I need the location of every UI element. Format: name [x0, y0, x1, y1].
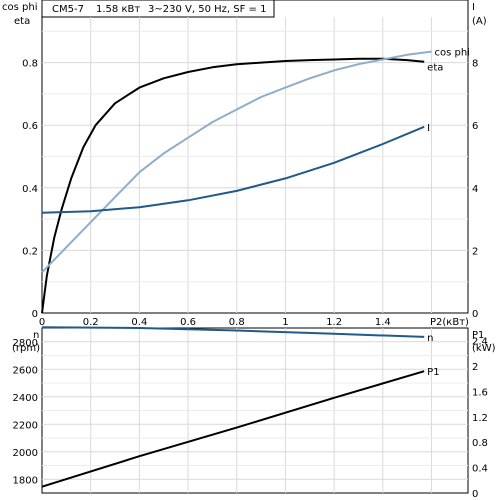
left-tick-label: 0.8	[22, 59, 38, 70]
right-tick-label: 1.2	[472, 413, 488, 424]
right-tick-label: 2	[472, 362, 478, 373]
top-panel-grid	[42, 17, 468, 313]
x-tick-label: 0.2	[83, 317, 99, 328]
bottom-panel-series: n P1	[41, 326, 440, 488]
left-tick-label: 2000	[13, 448, 38, 459]
left-tick-label: 0.6	[22, 121, 38, 132]
left-tick-label: 0	[32, 309, 38, 320]
top-panel-tick-labels: 0 0.2 0.4 0.6 0.8 0 2 4 6 8 0 0.2 0.4 0.6 0.8 1 1.2 1.4	[22, 59, 478, 328]
bottom-left-axis-label-unit: (rpm)	[12, 343, 40, 354]
series-label-n: n	[427, 333, 433, 344]
top-left-axis-label-eta: eta	[14, 16, 30, 27]
top-left-axis-label-cos-phi: cos phi	[2, 2, 37, 13]
top-panel-series: eta cos phi I	[41, 48, 470, 314]
right-tick-label: 0.4	[472, 464, 488, 475]
x-tick-label: 1.2	[326, 317, 342, 328]
right-tick-label: 0.8	[472, 438, 488, 449]
series-line-i	[41, 125, 425, 214]
left-tick-label: 2200	[13, 420, 38, 431]
left-tick-label: 0.4	[22, 184, 38, 195]
right-tick-label: 8	[472, 59, 478, 70]
left-tick-label: 1800	[13, 475, 38, 486]
header-box	[41, 0, 275, 18]
bottom-panel-grid	[42, 328, 468, 493]
header-supply: 3~230 V, 50 Hz, SF = 1	[148, 4, 266, 15]
left-tick-label: 0.2	[22, 246, 38, 257]
x-tick-label: 0	[39, 317, 45, 328]
series-line-p1	[41, 370, 425, 488]
right-tick-label: 2.4	[472, 337, 488, 348]
series-line-n	[41, 326, 425, 338]
bottom-panel-tick-labels: 1800 2000 2200 2400 2600 2800 0 0.4 0.8 1.2 1.6 2 2.…	[13, 337, 488, 500]
x-tick-label: 0.4	[131, 317, 147, 328]
series-label-p1: P1	[427, 367, 439, 378]
series-line-eta	[41, 57, 425, 314]
series-label-eta: eta	[427, 63, 443, 74]
series-line-cos-phi	[41, 50, 432, 273]
x-tick-label: 1.4	[375, 317, 391, 328]
left-tick-label: 2800	[13, 338, 38, 349]
x-tick-label: 0.8	[229, 317, 245, 328]
right-tick-label: 4	[472, 184, 478, 195]
x-axis-label: P2(кВт)	[430, 317, 469, 328]
header-model: CM5-7	[52, 4, 84, 15]
left-tick-label: 2400	[13, 393, 38, 404]
x-tick-label: 1	[282, 317, 288, 328]
header-power: 1.58 кВт	[96, 4, 140, 15]
top-right-axis-label-unit: (A)	[472, 16, 487, 27]
bottom-right-axis-label-p1: P1	[472, 330, 484, 341]
bottom-left-axis-label-n: n	[33, 330, 39, 341]
left-tick-label: 2600	[13, 365, 38, 376]
right-tick-label: 2	[472, 246, 478, 257]
right-tick-label: 0	[472, 309, 478, 320]
series-label-cos-phi: cos phi	[434, 48, 469, 59]
right-tick-label: 6	[472, 121, 478, 132]
series-label-i: I	[427, 123, 430, 134]
top-right-axis-label-i: I	[472, 2, 475, 13]
right-tick-label: 1.6	[472, 387, 488, 398]
right-tick-label: 0	[472, 489, 478, 500]
x-tick-label: 0.6	[180, 317, 196, 328]
bottom-right-axis-label-unit: (kW)	[472, 343, 496, 354]
